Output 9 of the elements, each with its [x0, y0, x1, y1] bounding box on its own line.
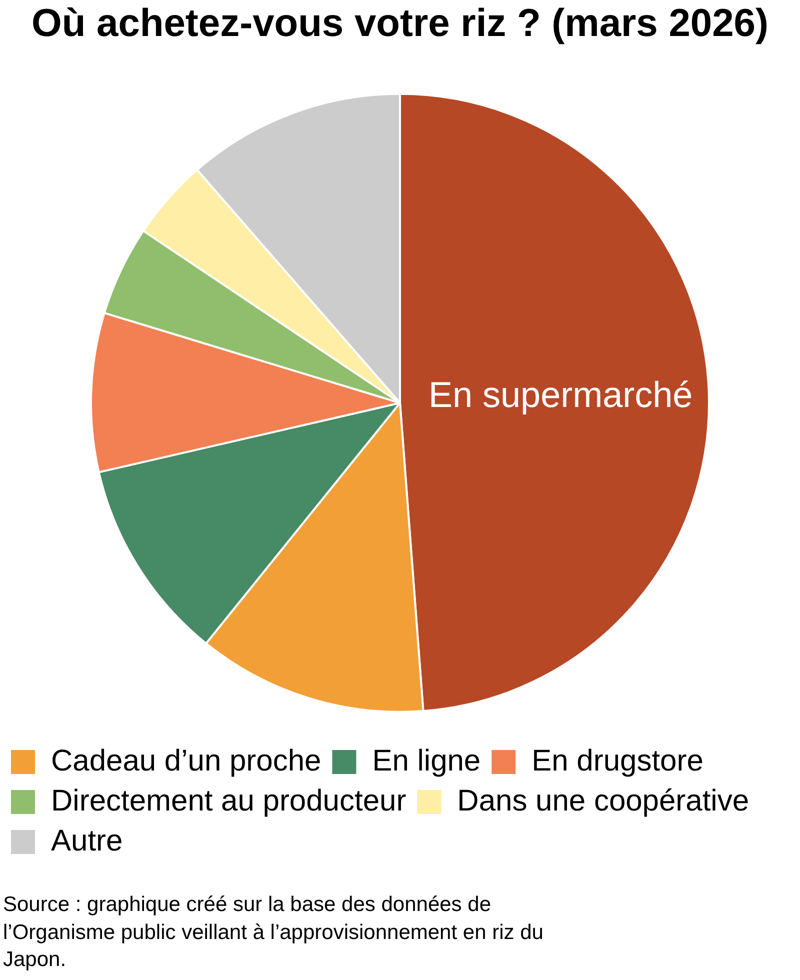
source-note: Source : graphique créé sur la base des données de l’Organisme public veillant à l’approvisionnement en riz du Japon.: [3, 892, 544, 973]
legend-label: En drugstore: [532, 744, 704, 778]
slice-label: En supermarché: [428, 374, 693, 415]
legend-label: Autre: [51, 824, 123, 858]
legend-label: Directement au producteur: [51, 784, 406, 818]
legend-label: Cadeau d’un proche: [51, 744, 322, 778]
chart-title: Où achetez-vous votre riz ? (mars 2026): [32, 2, 768, 46]
legend-label: Dans une coopérative: [457, 784, 750, 818]
legend-label: En ligne: [372, 744, 481, 778]
